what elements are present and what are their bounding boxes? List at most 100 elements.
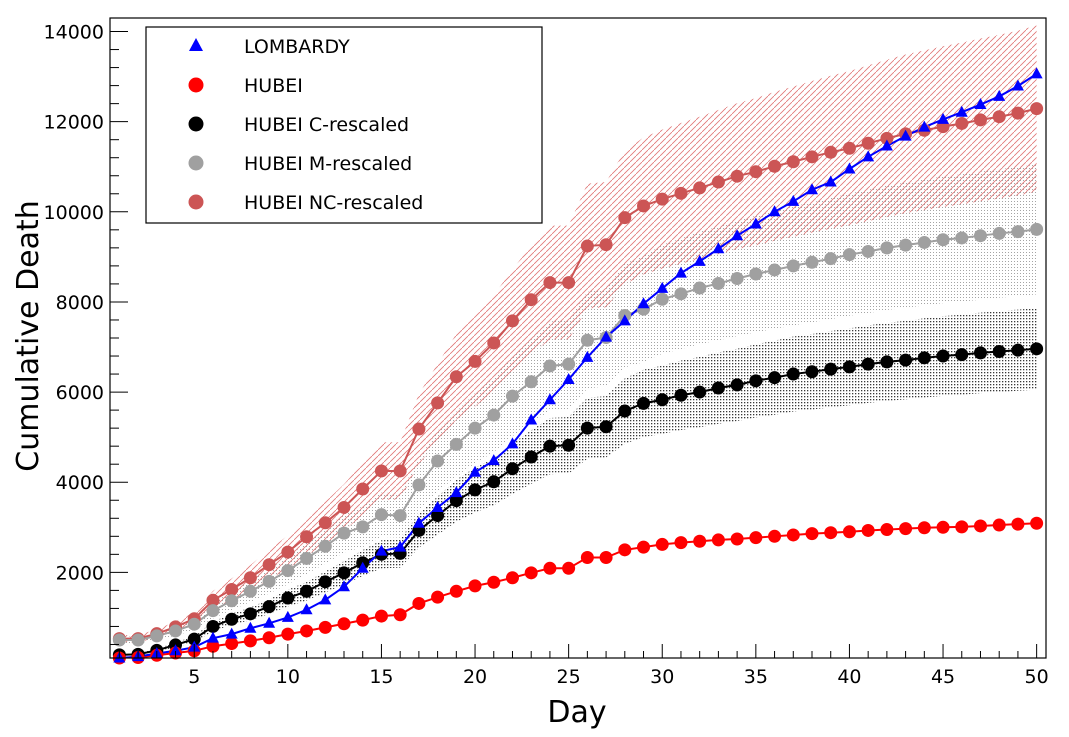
point-hubei-m-rescaled-49 (1011, 225, 1025, 239)
point-lombardy-25 (562, 372, 575, 384)
point-hubei-nc-rescaled-7 (225, 582, 239, 596)
point-hubei-c-rescaled-13 (337, 566, 351, 580)
point-hubei-nc-rescaled-42 (880, 131, 894, 145)
point-hubei-50 (1030, 516, 1044, 530)
point-hubei-8 (243, 634, 257, 648)
y-axis: 2000 4000 6000 8000 10000 12000 14000 (44, 22, 128, 645)
point-lombardy-49 (1011, 79, 1024, 91)
point-hubei-c-rescaled-5 (187, 632, 201, 646)
point-hubei-7 (225, 637, 239, 651)
legend-label-hubei-nc-rescaled: HUBEI NC-rescaled (244, 192, 423, 214)
point-hubei-c-rescaled-38 (805, 365, 819, 379)
point-lombardy-27 (600, 330, 613, 342)
point-hubei-m-rescaled-22 (505, 389, 519, 403)
legend-marker-hubei-m-rescaled (188, 155, 204, 171)
point-hubei-m-rescaled-40 (842, 248, 856, 262)
point-lombardy-8 (244, 621, 257, 633)
point-hubei-c-rescaled-50 (1030, 342, 1044, 356)
point-lombardy-46 (955, 105, 968, 117)
point-hubei-c-rescaled-21 (487, 475, 501, 489)
point-lombardy-32 (693, 254, 706, 266)
point-lombardy-38 (806, 183, 818, 195)
point-hubei-nc-rescaled-39 (824, 145, 838, 159)
point-lombardy-19 (450, 486, 463, 498)
point-hubei-c-rescaled-43 (899, 353, 913, 367)
point-hubei-c-rescaled-20 (468, 483, 482, 497)
y-axis-title: Cumulative Death (11, 200, 46, 471)
point-hubei-nc-rescaled-13 (337, 500, 351, 514)
point-hubei-c-rescaled-26 (580, 421, 594, 435)
point-hubei-c-rescaled-27 (599, 420, 613, 434)
x-axis: 5 10 15 20 25 30 35 40 45 50 (118, 644, 1049, 688)
point-lombardy-47 (974, 98, 987, 110)
point-hubei-nc-rescaled-16 (393, 464, 407, 478)
point-hubei-m-rescaled-4 (169, 624, 183, 638)
point-hubei-nc-rescaled-17 (412, 422, 426, 436)
point-hubei-nc-rescaled-38 (805, 150, 819, 164)
point-hubei-nc-rescaled-48 (992, 110, 1006, 124)
point-hubei-nc-rescaled-24 (543, 276, 557, 290)
point-hubei-m-rescaled-45 (936, 233, 950, 247)
point-hubei-m-rescaled-8 (243, 584, 257, 598)
point-hubei-c-rescaled-35 (749, 374, 763, 388)
point-hubei-m-rescaled-42 (880, 241, 894, 255)
point-hubei-c-rescaled-19 (449, 494, 463, 508)
point-hubei-29 (637, 540, 651, 554)
series-markers (112, 67, 1044, 665)
point-hubei-m-rescaled-50 (1030, 222, 1044, 236)
point-lombardy-29 (637, 297, 650, 309)
point-hubei-nc-rescaled-30 (655, 192, 669, 206)
point-lombardy-12 (319, 593, 332, 605)
point-hubei-nc-rescaled-37 (786, 155, 800, 169)
point-hubei-nc-rescaled-8 (243, 571, 257, 585)
point-hubei-41 (861, 523, 875, 537)
legend-box (145, 26, 543, 224)
point-hubei-33 (711, 533, 725, 547)
point-lombardy-21 (487, 454, 500, 466)
point-hubei-m-rescaled-3 (150, 629, 164, 643)
point-hubei-23 (524, 566, 538, 580)
point-hubei-c-rescaled-44 (917, 351, 931, 365)
legend-marker-hubei-c-rescaled (188, 116, 204, 132)
point-hubei-m-rescaled-9 (262, 574, 276, 588)
point-hubei-m-rescaled-12 (318, 539, 332, 553)
x-tick-label: 20 (463, 666, 487, 688)
point-hubei-m-rescaled-11 (300, 551, 314, 565)
point-hubei-c-rescaled-46 (955, 348, 969, 362)
point-hubei-39 (824, 526, 838, 540)
point-lombardy-50 (1030, 67, 1043, 79)
x-tick-label: 5 (188, 666, 200, 688)
point-hubei-35 (749, 531, 763, 545)
point-hubei-45 (936, 520, 950, 534)
point-lombardy-37 (787, 194, 800, 206)
point-hubei-nc-rescaled-26 (580, 239, 594, 253)
x-tick-label: 30 (650, 666, 674, 688)
point-hubei-nc-rescaled-27 (599, 238, 613, 252)
point-hubei-m-rescaled-6 (206, 604, 220, 618)
legend-marker-hubei-nc-rescaled (188, 194, 204, 210)
point-hubei-15 (374, 609, 388, 623)
point-hubei-nc-rescaled-36 (768, 159, 782, 173)
point-lombardy-10 (281, 610, 294, 622)
point-hubei-24 (543, 561, 557, 575)
point-hubei-12 (318, 620, 332, 634)
x-tick-label: 25 (557, 666, 581, 688)
point-hubei-14 (356, 613, 370, 627)
point-hubei-31 (674, 536, 688, 550)
y-tick-label: 2000 (56, 562, 104, 584)
point-hubei-nc-rescaled-31 (674, 186, 688, 200)
point-hubei-22 (505, 571, 519, 585)
point-hubei-m-rescaled-1 (112, 633, 126, 647)
point-hubei-nc-rescaled-49 (1011, 106, 1025, 120)
point-hubei-43 (899, 522, 913, 536)
point-hubei-m-rescaled-15 (374, 508, 388, 522)
point-lombardy-14 (356, 561, 369, 573)
point-hubei-nc-rescaled-33 (711, 175, 725, 189)
point-hubei-c-rescaled-22 (505, 462, 519, 476)
y-tick-label: 8000 (56, 292, 104, 314)
point-hubei-37 (786, 528, 800, 542)
point-hubei-nc-rescaled-14 (356, 482, 370, 496)
point-hubei-nc-rescaled-6 (206, 593, 220, 607)
point-hubei-m-rescaled-43 (899, 238, 913, 252)
point-hubei-m-rescaled-33 (711, 276, 725, 290)
